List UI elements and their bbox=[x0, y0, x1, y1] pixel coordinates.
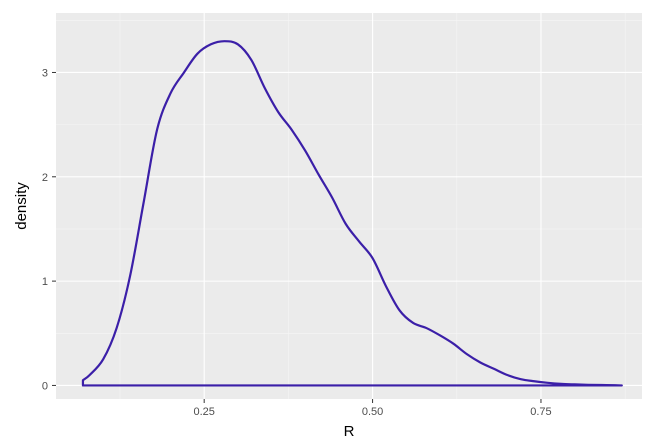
y-tick-label: 2 bbox=[42, 172, 48, 184]
y-tick-label: 1 bbox=[42, 276, 48, 288]
x-tick-label: 0.75 bbox=[530, 406, 551, 418]
x-tick-label: 0.25 bbox=[193, 406, 214, 418]
y-tick-label: 3 bbox=[42, 67, 48, 79]
y-axis-title: density bbox=[13, 182, 30, 230]
plot-panel bbox=[56, 13, 642, 399]
x-axis-title: R bbox=[344, 423, 355, 440]
density-curve bbox=[81, 40, 623, 387]
y-tick-label: 0 bbox=[42, 380, 48, 392]
x-axis-ticks: 0.25 0.50 0.75 bbox=[193, 399, 552, 418]
y-axis-ticks: 0 1 2 3 bbox=[42, 67, 56, 392]
x-tick-label: 0.50 bbox=[362, 406, 383, 418]
